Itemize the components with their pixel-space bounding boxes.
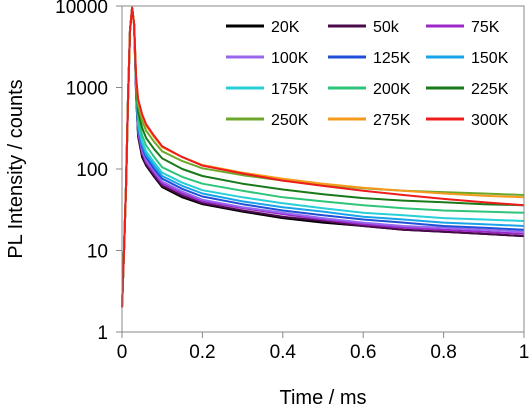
series-line-300k (121, 6, 525, 308)
x-tick-label: 0.6 (350, 342, 376, 363)
x-tick-label: 0 (117, 342, 128, 363)
legend-label: 200K (373, 81, 411, 98)
legend-label: 75K (471, 19, 500, 36)
y-tick-label: 1 (97, 323, 108, 344)
legend-label: 100K (271, 50, 309, 67)
legend-label: 150K (471, 50, 509, 67)
y-tick-label: 1000 (66, 79, 108, 100)
x-axis-title: Time / ms (279, 387, 366, 409)
series-lines (121, 6, 525, 308)
legend-label: 175K (271, 81, 309, 98)
x-tick-label: 0.8 (430, 342, 456, 363)
legend-label: 250K (271, 112, 309, 129)
legend-label: 275K (373, 112, 411, 129)
axes: 0 0.2 0.4 0.6 0.8 1 1 10 100 1000 10000 (55, 0, 529, 363)
x-tick-label: 0.2 (189, 342, 215, 363)
legend: 20K 50k 75K 100K 125K 150K 175K 200K 225K 250K 275… (226, 19, 509, 129)
x-tick-label: 0.4 (270, 342, 297, 363)
y-tick-label: 10000 (55, 0, 108, 18)
x-tick-label: 1 (519, 342, 530, 363)
legend-label: 50k (373, 19, 400, 36)
y-tick-label: 100 (76, 160, 108, 181)
y-axis-title: PL Intensity / counts (5, 79, 27, 258)
legend-label: 125K (373, 50, 411, 67)
y-tick-label: 10 (87, 242, 108, 263)
legend-label: 20K (271, 19, 300, 36)
legend-label: 225K (471, 81, 509, 98)
legend-label: 300K (471, 112, 509, 129)
